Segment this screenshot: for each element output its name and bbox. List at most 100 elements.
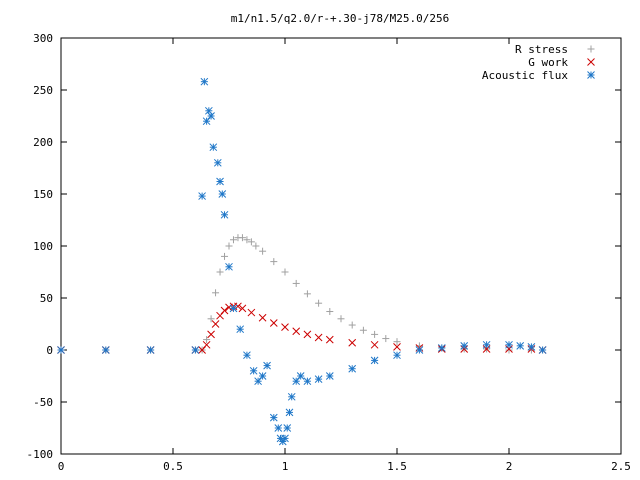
point-acoustic-flux: [278, 437, 287, 446]
point-g-work: [225, 303, 233, 312]
point-acoustic-flux: [538, 346, 547, 354]
x-tick-label: 1.5: [387, 460, 407, 473]
point-acoustic-flux: [200, 77, 209, 86]
x-tick-label: 0.5: [163, 460, 183, 473]
point-r-stress: [225, 242, 233, 250]
point-acoustic-flux: [292, 377, 301, 386]
point-acoustic-flux: [285, 408, 294, 417]
point-acoustic-flux: [263, 361, 271, 370]
legend-marker: [587, 58, 595, 66]
point-r-stress: [281, 268, 289, 276]
point-acoustic-flux: [243, 351, 251, 360]
y-tick-label: 200: [33, 136, 53, 149]
point-g-work: [348, 338, 357, 347]
point-g-work: [269, 319, 278, 327]
point-r-stress: [292, 279, 300, 287]
x-tick-label: 1: [282, 460, 289, 473]
point-acoustic-flux: [254, 377, 262, 386]
point-acoustic-flux: [482, 340, 491, 349]
point-acoustic-flux: [218, 190, 227, 198]
x-tick-label: 0: [58, 460, 65, 473]
point-r-stress: [238, 234, 246, 242]
point-g-work: [247, 308, 256, 317]
legend-marker: [587, 71, 595, 79]
point-acoustic-flux: [213, 158, 222, 167]
point-acoustic-flux: [57, 346, 65, 354]
point-acoustic-flux: [281, 434, 289, 443]
y-tick-label: 250: [33, 84, 53, 97]
point-acoustic-flux: [527, 343, 536, 351]
x-tick-label: 2.5: [611, 460, 631, 473]
point-g-work: [202, 340, 211, 349]
point-acoustic-flux: [516, 341, 525, 350]
point-g-work: [220, 306, 229, 315]
y-tick-label: 100: [33, 240, 53, 253]
point-r-stress: [247, 238, 255, 246]
point-acoustic-flux: [460, 341, 469, 350]
point-acoustic-flux: [229, 304, 238, 313]
point-r-stress: [393, 338, 401, 346]
point-g-work: [281, 323, 289, 331]
point-g-work: [393, 343, 401, 351]
point-acoustic-flux: [225, 262, 233, 271]
point-acoustic-flux: [146, 346, 155, 354]
point-acoustic-flux: [348, 364, 357, 373]
y-tick-label: 150: [33, 188, 53, 201]
point-acoustic-flux: [202, 117, 211, 126]
y-tick-label: -100: [27, 448, 54, 461]
point-acoustic-flux: [198, 192, 206, 200]
point-acoustic-flux: [258, 372, 267, 380]
point-acoustic-flux: [220, 210, 229, 219]
legend-label: R stress: [515, 43, 568, 56]
legend-label: Acoustic flux: [482, 69, 568, 82]
point-g-work: [303, 330, 312, 339]
point-acoustic-flux: [274, 424, 283, 432]
point-r-stress: [259, 247, 267, 255]
point-acoustic-flux: [207, 112, 215, 120]
point-r-stress: [315, 299, 323, 307]
y-tick-label: -50: [33, 396, 53, 409]
point-g-work: [211, 320, 220, 328]
axis-ticks: [60, 37, 622, 455]
y-tick-label: 50: [40, 292, 53, 305]
point-r-stress: [337, 315, 345, 323]
point-acoustic-flux: [370, 356, 379, 365]
data-points: [57, 77, 547, 446]
y-tick-label: 0: [46, 344, 53, 357]
point-acoustic-flux: [296, 372, 305, 380]
point-r-stress: [270, 258, 278, 266]
point-acoustic-flux: [101, 346, 110, 354]
point-r-stress: [348, 321, 356, 329]
point-r-stress: [303, 290, 311, 298]
point-r-stress: [207, 315, 215, 323]
point-r-stress: [252, 242, 260, 250]
point-g-work: [216, 311, 224, 320]
point-r-stress: [243, 236, 251, 244]
point-g-work: [314, 333, 323, 342]
chart-title: m1/n1.5/q2.0/r-+.30-j78/M25.0/256: [231, 12, 450, 25]
point-g-work: [370, 340, 379, 349]
point-r-stress: [371, 330, 379, 338]
point-acoustic-flux: [209, 143, 218, 152]
point-acoustic-flux: [505, 340, 513, 349]
point-r-stress: [203, 336, 211, 344]
x-tick-label: 2: [506, 460, 513, 473]
point-g-work: [325, 335, 334, 344]
point-g-work: [198, 346, 206, 354]
axis-tick-labels: 0 0.5 1 1.5 2 2.5 -100 -50 0 50 100 150 200 250 300: [27, 32, 631, 473]
point-acoustic-flux: [325, 372, 334, 380]
point-acoustic-flux: [437, 344, 446, 352]
point-acoustic-flux: [393, 351, 401, 360]
legend-marker: [587, 45, 595, 53]
point-r-stress: [221, 252, 229, 260]
point-acoustic-flux: [249, 366, 258, 375]
point-acoustic-flux: [216, 177, 224, 186]
point-r-stress: [229, 236, 237, 244]
point-g-work: [207, 330, 215, 339]
legend-label: G work: [528, 56, 568, 69]
point-acoustic-flux: [314, 375, 323, 383]
point-acoustic-flux: [191, 346, 200, 354]
point-acoustic-flux: [287, 392, 296, 401]
